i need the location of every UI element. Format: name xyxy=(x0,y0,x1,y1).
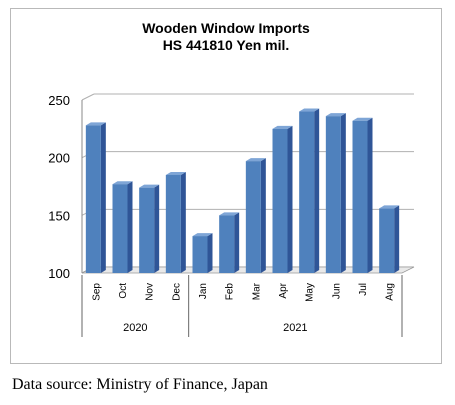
bar-side xyxy=(367,117,373,273)
x-tick-label: Jan xyxy=(198,283,209,299)
bar-side xyxy=(314,108,320,274)
bar-top xyxy=(379,205,400,209)
bar-chart: 100 150 200 250 Sep Oct Nov Dec Jan Feb Mar Apr May J… xyxy=(48,93,415,337)
year-group-label: 2020 xyxy=(123,322,147,334)
bar xyxy=(219,215,235,273)
y-tick-label: 200 xyxy=(48,151,70,166)
bar xyxy=(299,111,315,274)
x-tick-label: Apr xyxy=(278,282,289,298)
x-tick-label: Feb xyxy=(225,283,236,301)
x-tick-label: Mar xyxy=(251,282,262,300)
bar-side xyxy=(340,113,346,273)
bar-side xyxy=(394,205,400,273)
bar-top xyxy=(299,108,320,112)
x-tick-label: May xyxy=(305,283,316,302)
y-tick-label: 100 xyxy=(48,266,70,281)
x-tick-label: Aug xyxy=(385,283,396,301)
bar-top xyxy=(272,125,293,129)
chart-title-block: Wooden Window Imports HS 441810 Yen mil. xyxy=(10,20,442,54)
year-group-label: 2021 xyxy=(283,322,307,334)
source-note: Data source: Ministry of Finance, Japan xyxy=(12,376,268,393)
bar-side xyxy=(180,171,186,273)
chart-subtitle: HS 441810 Yen mil. xyxy=(162,37,290,53)
bar xyxy=(165,174,181,273)
x-tick-label: Jun xyxy=(331,283,342,299)
bar-top xyxy=(245,158,266,162)
bar-top xyxy=(325,113,346,117)
bar-top xyxy=(165,171,186,175)
y-tick-label: 250 xyxy=(48,93,70,108)
bar xyxy=(272,128,288,273)
bar-top xyxy=(112,181,133,185)
bar-top xyxy=(139,184,160,188)
bar-top xyxy=(85,122,106,126)
x-tick-label: Oct xyxy=(118,283,129,299)
bar xyxy=(352,120,368,273)
bar-side xyxy=(287,125,293,273)
x-tick-label: Jul xyxy=(358,283,369,296)
bar-side xyxy=(207,233,213,273)
bar-top xyxy=(192,233,213,237)
bar-side xyxy=(127,181,133,273)
bar xyxy=(139,187,155,273)
bar xyxy=(325,116,341,273)
chart-title: Wooden Window Imports xyxy=(142,20,310,36)
x-tick-label: Dec xyxy=(171,283,182,301)
bar xyxy=(379,208,395,273)
bar-top xyxy=(219,212,240,216)
bar-top xyxy=(352,117,373,121)
x-tick-label: Sep xyxy=(91,283,102,301)
y-tick-label: 150 xyxy=(48,208,70,223)
gridline-side xyxy=(81,93,95,101)
bar xyxy=(85,125,101,273)
bar-side xyxy=(234,212,240,273)
bar xyxy=(112,184,128,273)
bar xyxy=(192,236,208,273)
bar-side xyxy=(100,122,106,273)
bar-side xyxy=(154,184,160,273)
x-tick-label: Nov xyxy=(145,283,156,301)
bar xyxy=(245,161,261,273)
bar-side xyxy=(260,158,266,273)
